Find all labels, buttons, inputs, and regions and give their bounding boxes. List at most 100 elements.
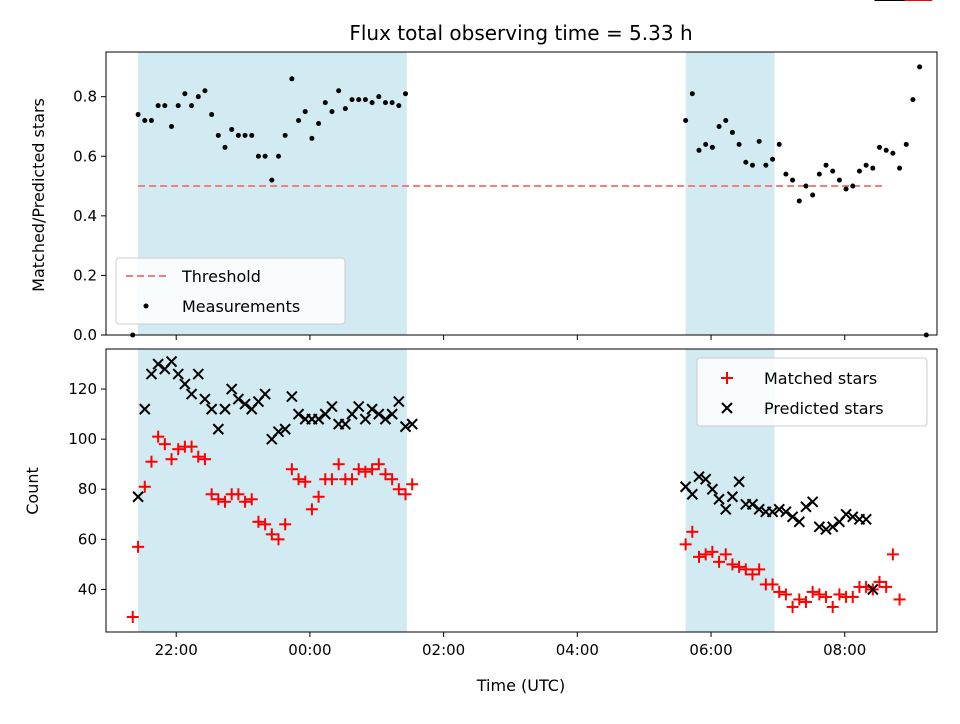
matched-star-point bbox=[733, 560, 746, 573]
measurement-point bbox=[242, 132, 248, 138]
measurement-point bbox=[396, 103, 402, 109]
measurement-point bbox=[709, 144, 715, 150]
matched-star-point bbox=[299, 475, 312, 488]
predicted-star-point bbox=[286, 390, 298, 403]
y-tick-label: 0.6 bbox=[73, 147, 97, 165]
predicted-star-point bbox=[379, 413, 392, 425]
measurement-point bbox=[356, 97, 362, 103]
measurement-point bbox=[275, 153, 281, 159]
matched-star-point bbox=[692, 550, 705, 563]
measurement-point bbox=[389, 100, 395, 106]
matched-star-point bbox=[399, 488, 412, 501]
measurement-point bbox=[729, 129, 735, 135]
matched-star-point bbox=[232, 488, 245, 501]
chart-title: Flux total observing time = 5.33 h bbox=[349, 21, 692, 45]
measurement-point bbox=[169, 123, 175, 129]
measurement-point bbox=[723, 118, 729, 124]
measurement-point bbox=[883, 147, 889, 153]
measurement-point bbox=[148, 118, 154, 124]
measurement-point bbox=[843, 186, 849, 192]
matched-star-point bbox=[132, 540, 145, 553]
y-tick-label: 100 bbox=[68, 430, 97, 448]
measurement-point bbox=[803, 183, 809, 189]
matched-star-point bbox=[366, 463, 379, 476]
matched-star-point bbox=[746, 568, 759, 581]
matched-star-point bbox=[165, 453, 178, 466]
measurement-point bbox=[262, 153, 268, 159]
matched-star-point bbox=[126, 610, 139, 623]
predicted-star-point bbox=[152, 358, 164, 370]
measurement-point bbox=[856, 168, 862, 174]
predicted-star-point bbox=[820, 523, 832, 536]
predicted-star-point bbox=[366, 403, 378, 415]
predicted-star-point bbox=[179, 378, 191, 390]
matched-star-point bbox=[272, 533, 285, 546]
shaded-interval-1 bbox=[685, 52, 775, 335]
predicted-star-point bbox=[867, 583, 879, 596]
matched-star-point bbox=[245, 493, 258, 506]
predicted-star-point bbox=[686, 488, 699, 500]
measurement-point bbox=[863, 162, 869, 168]
predicted-star-point bbox=[239, 398, 251, 410]
measurement-point bbox=[877, 144, 883, 150]
measurement-point bbox=[696, 147, 702, 153]
bottom-legend-box bbox=[696, 357, 928, 427]
predicted-star-point bbox=[827, 521, 839, 533]
measurement-point bbox=[222, 144, 228, 150]
predicted-star-point bbox=[860, 513, 872, 526]
measurement-point bbox=[316, 120, 322, 126]
matched-star-point bbox=[379, 468, 392, 481]
matched-star-point bbox=[826, 600, 839, 613]
matched-stars-points bbox=[126, 0, 933, 623]
matched-star-point bbox=[773, 585, 786, 598]
matched-star-point bbox=[739, 563, 752, 576]
measurement-point bbox=[763, 162, 769, 168]
measurement-point bbox=[249, 132, 255, 138]
matched-star-point bbox=[779, 588, 792, 601]
predicted-star-point bbox=[386, 408, 398, 420]
y-tick-label: 0.4 bbox=[73, 207, 97, 225]
measurement-point bbox=[783, 171, 789, 177]
measurement-point bbox=[369, 100, 375, 106]
measurement-point bbox=[209, 112, 215, 118]
measurement-point bbox=[703, 141, 709, 147]
measurement-point bbox=[235, 132, 241, 138]
measurement-point bbox=[289, 76, 295, 82]
matched-star-point bbox=[713, 555, 726, 568]
measurement-point bbox=[749, 162, 755, 168]
predicted-star-point bbox=[713, 493, 725, 505]
matched-star-point bbox=[259, 518, 272, 531]
measurement-point bbox=[736, 141, 742, 147]
y-tick-label: 80 bbox=[78, 480, 97, 498]
predicted-star-point bbox=[225, 383, 238, 395]
matched-star-point bbox=[312, 490, 325, 503]
measurement-point bbox=[162, 103, 168, 109]
predicted-star-point bbox=[259, 388, 271, 400]
predicted-star-point bbox=[312, 413, 325, 425]
predicted-star-point bbox=[205, 403, 218, 415]
predicted-star-point bbox=[185, 388, 198, 400]
measurement-point bbox=[329, 109, 335, 115]
measurement-point bbox=[322, 100, 328, 106]
measurement-point bbox=[189, 103, 195, 109]
measurement-point bbox=[255, 153, 261, 159]
measurement-point bbox=[362, 97, 368, 103]
x-tick-label: 08:00 bbox=[823, 641, 866, 659]
measurement-point bbox=[823, 162, 829, 168]
matched-star-point bbox=[893, 593, 906, 606]
bottom-panel: 40 60 80 100 120 22:00 00:00 02:00 04:00 06:00 08… bbox=[23, 0, 938, 695]
matched-star-point bbox=[846, 590, 859, 603]
measurement-point bbox=[756, 138, 762, 144]
matched-star-point bbox=[192, 450, 205, 463]
predicted-star-point bbox=[192, 368, 204, 380]
measurement-point bbox=[403, 91, 409, 97]
matched-star-point bbox=[219, 495, 232, 508]
matched-star-point bbox=[753, 563, 766, 576]
matched-star-point bbox=[198, 453, 211, 466]
matched-star-point bbox=[145, 455, 158, 468]
predicted-star-point bbox=[706, 483, 719, 495]
matched-star-point bbox=[359, 465, 372, 478]
legend-measurements-swatch bbox=[143, 303, 149, 309]
predicted-star-point bbox=[840, 508, 852, 520]
matched-star-point bbox=[352, 463, 365, 476]
